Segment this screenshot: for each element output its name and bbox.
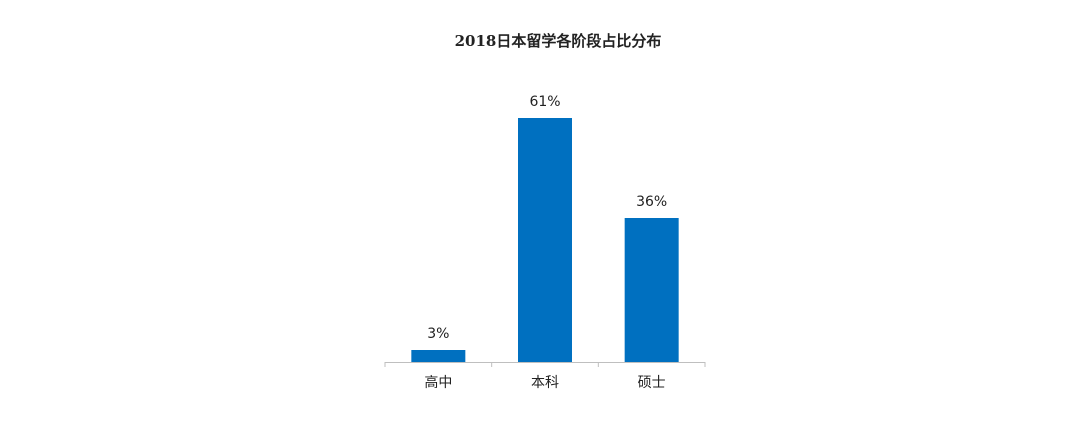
bar [518,118,572,362]
bar [624,218,679,362]
x-tick-label: 硕士 [638,375,666,391]
x-tick-label: 本科 [531,375,559,391]
data-label: 61% [529,94,560,110]
data-label: 36% [636,194,667,210]
bar [411,350,466,362]
x-tick-label: 高中 [424,374,452,391]
data-label: 3% [427,326,449,342]
chart-title: 2018日本留学各阶段占比分布 [455,32,662,50]
